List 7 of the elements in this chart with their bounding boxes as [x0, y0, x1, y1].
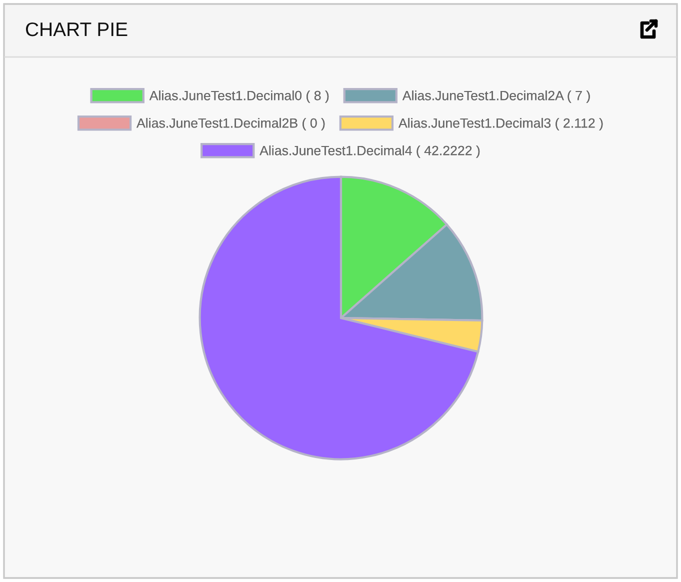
legend-label: Alias.JuneTest1.Decimal2B ( 0 ): [136, 118, 325, 130]
legend-label: Alias.JuneTest1.Decimal4 ( 42.2222 ): [260, 145, 480, 158]
legend-label: Alias.JuneTest1.Decimal3 ( 2.112 ): [398, 118, 603, 130]
chart-title: CHART PIE: [26, 22, 128, 36]
pie-slice: [198, 176, 480, 460]
legend-label: Alias.JuneTest1.Decimal2A ( 7 ): [402, 90, 590, 103]
legend-label: Alias.JuneTest1.Decimal0 ( 8 ): [149, 90, 329, 103]
